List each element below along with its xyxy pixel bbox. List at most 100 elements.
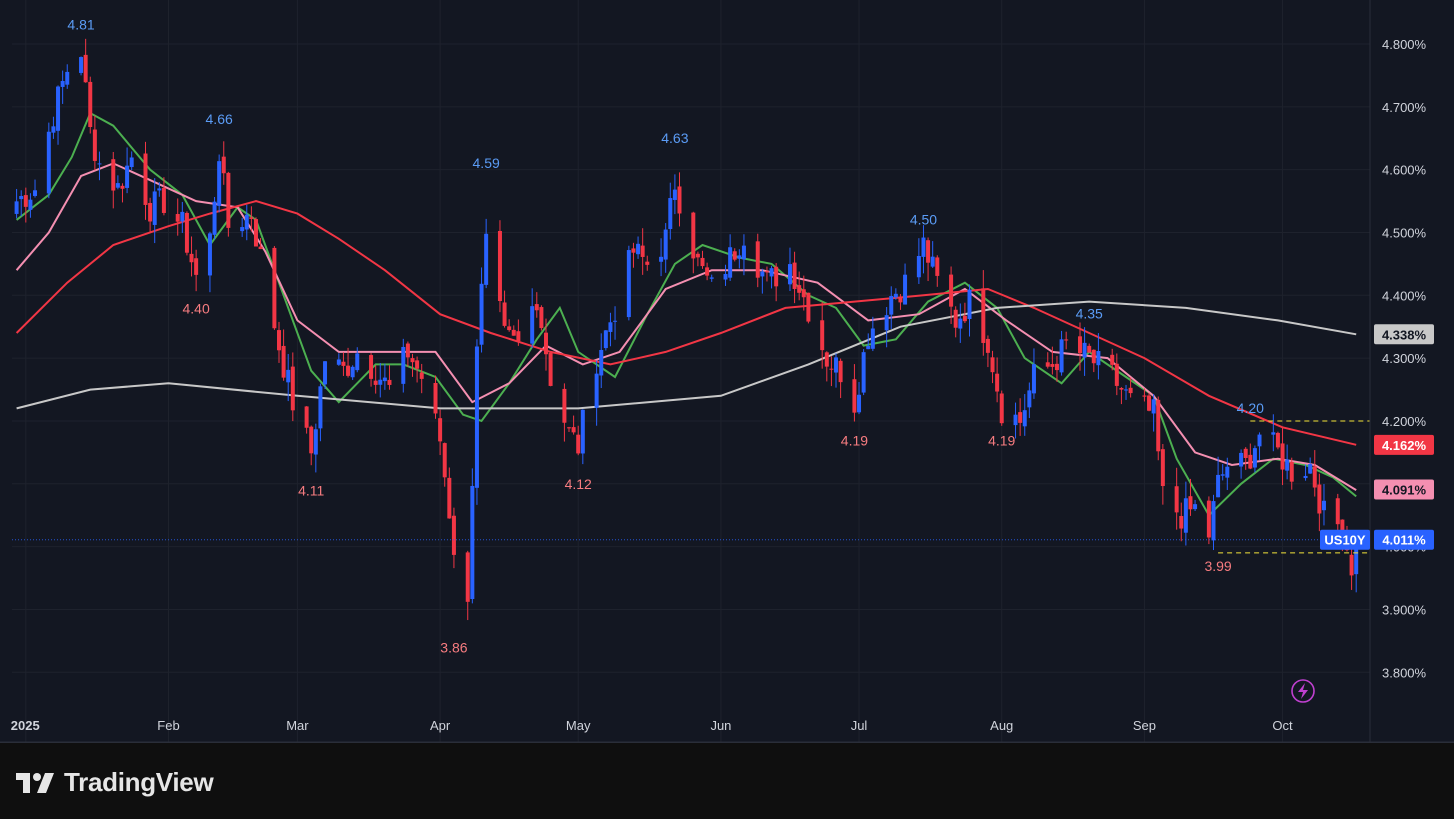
candle [870, 316, 875, 352]
high-label: 4.81 [67, 17, 94, 33]
candle-body [866, 346, 871, 350]
candle [672, 174, 677, 215]
lightning-icon[interactable] [1291, 679, 1315, 703]
candle-body [889, 295, 894, 315]
candle [258, 237, 263, 250]
candle-body [1160, 449, 1165, 487]
candle-body [14, 201, 19, 214]
candle [1285, 444, 1290, 480]
candle-body [613, 320, 618, 322]
candle-body [1174, 486, 1179, 513]
candle-body [83, 54, 88, 83]
candle-body [1050, 364, 1055, 367]
candle-body [79, 57, 84, 73]
candle-body [470, 485, 475, 600]
candle-body [829, 368, 834, 370]
candle-body [51, 126, 56, 133]
candle-body [603, 330, 608, 349]
low-label: 4.12 [565, 476, 592, 492]
candle [281, 329, 286, 381]
candle-body [530, 306, 535, 344]
candle [1013, 402, 1018, 439]
candle [92, 115, 97, 171]
candle-body [442, 443, 447, 478]
candle-body [985, 338, 990, 353]
time-axis[interactable]: 2025 Feb Mar Apr May Jun Jul Aug Sep Oct [11, 718, 1293, 733]
candle [65, 64, 70, 89]
ma_slow-line [15, 200, 1357, 446]
candle [999, 390, 1004, 426]
candle-body [1064, 339, 1069, 341]
candle [1114, 353, 1119, 396]
candle [898, 294, 903, 310]
candle [290, 352, 295, 422]
candle [33, 179, 38, 198]
candle [741, 234, 746, 276]
candle-body [419, 372, 424, 379]
price-tag-text: 4.011% [1382, 533, 1426, 548]
candle [1018, 398, 1023, 436]
candle-body [1285, 459, 1290, 471]
candle-body [801, 289, 806, 298]
candle [967, 284, 972, 337]
candle-body [884, 315, 889, 331]
candle [401, 338, 406, 393]
candle-body [1128, 387, 1133, 394]
candle [1087, 343, 1092, 353]
candle [548, 352, 553, 387]
candle-body [194, 258, 199, 275]
candle [97, 151, 102, 181]
candle [580, 409, 585, 465]
candle-body [1179, 515, 1184, 529]
candle [1271, 414, 1276, 452]
candle [530, 288, 535, 349]
time-tick-label: May [566, 718, 591, 733]
brand[interactable]: TradingView [16, 767, 214, 798]
candle-body [949, 274, 954, 307]
candle [373, 365, 378, 394]
time-tick-label: Oct [1272, 718, 1293, 733]
candle [157, 182, 162, 197]
candle [916, 238, 921, 284]
candle [276, 321, 281, 363]
candle [1321, 484, 1326, 526]
candle [631, 242, 636, 268]
candle-body [1349, 554, 1354, 576]
candle [1206, 496, 1211, 545]
candle-body [571, 427, 576, 433]
candle-body [645, 261, 650, 265]
candle-body [1335, 498, 1340, 525]
candle [1280, 426, 1285, 486]
candle-body [318, 386, 323, 429]
candle-body [838, 360, 843, 383]
time-tick-label: Apr [430, 718, 451, 733]
level-lines [12, 420, 1370, 554]
candle [240, 217, 245, 237]
candle [304, 406, 309, 434]
candle [1225, 457, 1230, 490]
candle-body [1082, 342, 1087, 358]
price-tag-bg [1374, 529, 1434, 550]
candle-body [769, 268, 774, 277]
candle-body [990, 357, 995, 373]
candle-body [760, 271, 765, 277]
candle-body [355, 353, 360, 371]
candle [226, 171, 231, 237]
candle-body [373, 380, 378, 385]
candle-body [870, 328, 875, 349]
candle-body [903, 274, 908, 305]
time-tick-label: Mar [286, 718, 309, 733]
candle-body [1248, 454, 1253, 469]
symbol-tag: US10Y [1320, 529, 1370, 550]
candle [990, 350, 995, 384]
candle-body [387, 379, 392, 385]
candle [341, 352, 346, 376]
time-tick-label: Jul [851, 718, 868, 733]
candle-body [935, 257, 940, 276]
candle-body [497, 230, 502, 302]
candle-body [852, 379, 857, 413]
candlestick-chart[interactable]: 4.81 4.66 4.40 4.11 4.59 3.86 4.12 4.63 4.19 4.50… [0, 0, 1454, 742]
candle [1335, 493, 1340, 534]
candle [1308, 457, 1313, 474]
